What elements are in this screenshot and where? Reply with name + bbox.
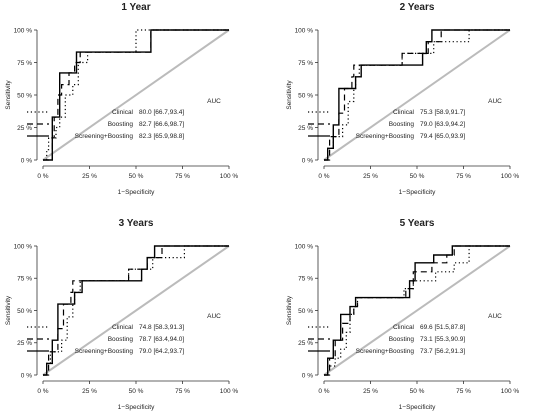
auc-header: AUC: [207, 98, 221, 105]
auc-value: 78.7 [63.4,94.0]: [139, 336, 184, 343]
y-tick-label: 0 %: [21, 372, 32, 379]
y-tick-label: 50 %: [298, 92, 313, 99]
auc-value: 79.0 [64.2,93.7]: [139, 348, 184, 355]
y-tick-label: 25 %: [17, 125, 32, 132]
legend-label: Boosting: [389, 121, 415, 128]
roc-panel: 1 Year 0 % 25 % 50 % 75 % 100 % 0 % 25 % 50 % 75 …: [5, 2, 238, 196]
panel-title: 3 Years: [119, 218, 154, 229]
roc-curve-dashed: [43, 29, 229, 161]
reference-diagonal: [323, 245, 511, 376]
auc-value: 74.8 [58.3,91.3]: [139, 324, 184, 331]
x-tick-label: 100 %: [501, 388, 520, 395]
x-tick-label: 50 %: [410, 388, 425, 395]
legend-label: Screening+Boosting: [356, 348, 415, 355]
roc-curve-dotted: [43, 29, 229, 161]
x-tick-label: 25 %: [82, 388, 97, 395]
x-axis-label: 1−Specificity: [118, 189, 155, 196]
x-tick-label: 25 %: [82, 173, 97, 180]
legend-label: Clinical: [112, 109, 134, 116]
x-tick-label: 75 %: [175, 173, 190, 180]
y-axis-label: Sensitivity: [5, 80, 12, 110]
legend-label: Boosting: [108, 121, 134, 128]
legend-label: Boosting: [108, 336, 134, 343]
auc-value: 79.0 [63.9,94.2]: [420, 121, 465, 128]
auc-value: 82.3 [65.9,98.8]: [139, 133, 184, 140]
x-tick-label: 25 %: [363, 388, 378, 395]
legend-label: Clinical: [393, 324, 415, 331]
x-tick-label: 0 %: [37, 173, 48, 180]
auc-value: 73.7 [56.2,91.3]: [420, 348, 465, 355]
roc-panel: 2 Years 0 % 25 % 50 % 75 % 100 % 0 % 25 % 50 % 75…: [286, 2, 519, 196]
x-tick-label: 75 %: [456, 388, 471, 395]
reference-diagonal: [42, 29, 230, 161]
x-tick-label: 50 %: [129, 388, 144, 395]
auc-value: 69.6 [51.5,87.8]: [420, 324, 465, 331]
y-tick-label: 0 %: [302, 372, 313, 379]
legend-label: Screening+Boosting: [75, 133, 134, 140]
x-axis-label: 1−Specificity: [118, 404, 155, 411]
auc-header: AUC: [207, 313, 221, 320]
y-tick-label: 75 %: [298, 276, 313, 283]
auc-header: AUC: [488, 313, 502, 320]
x-tick-label: 25 %: [363, 173, 378, 180]
auc-value: 73.1 [55.3,90.9]: [420, 336, 465, 343]
x-tick-label: 50 %: [129, 173, 144, 180]
reference-diagonal: [42, 245, 230, 376]
x-tick-label: 0 %: [318, 173, 329, 180]
roc-curve-solid: [43, 245, 229, 376]
x-axis-label: 1−Specificity: [399, 189, 436, 196]
roc-panel: 5 Years 0 % 25 % 50 % 75 % 100 % 0 % 25 % 50 % 75…: [286, 218, 519, 411]
auc-header: AUC: [488, 98, 502, 105]
roc-curve-dotted: [43, 245, 229, 376]
y-tick-label: 75 %: [298, 60, 313, 67]
roc-curve-solid: [324, 245, 510, 376]
y-tick-label: 25 %: [17, 340, 32, 347]
legend-label: Screening+Boosting: [356, 133, 415, 140]
y-tick-label: 0 %: [302, 157, 313, 164]
x-tick-label: 0 %: [318, 388, 329, 395]
y-tick-label: 25 %: [298, 340, 313, 347]
y-tick-label: 50 %: [17, 92, 32, 99]
legend-label: Clinical: [112, 324, 134, 331]
x-tick-label: 100 %: [501, 173, 520, 180]
y-tick-label: 100 %: [14, 27, 33, 34]
y-axis-label: Sensitivity: [5, 295, 12, 325]
roc-curve-solid: [324, 29, 510, 161]
roc-panel: 3 Years 0 % 25 % 50 % 75 % 100 % 0 % 25 % 50 % 75…: [5, 218, 238, 411]
roc-curve-solid: [43, 29, 229, 161]
auc-value: 79.4 [65.0,93.9]: [420, 133, 465, 140]
x-tick-label: 100 %: [220, 388, 239, 395]
x-tick-label: 75 %: [175, 388, 190, 395]
auc-value: 80.0 [66.7,93.4]: [139, 109, 184, 116]
x-tick-label: 0 %: [37, 388, 48, 395]
y-axis-label: Sensitivity: [286, 295, 293, 325]
y-tick-label: 100 %: [295, 243, 314, 250]
auc-value: 75.3 [58.9,91.7]: [420, 109, 465, 116]
panel-title: 5 Years: [400, 218, 435, 229]
roc-curve-dashed: [324, 245, 510, 376]
y-tick-label: 75 %: [17, 60, 32, 67]
y-tick-label: 50 %: [298, 308, 313, 315]
y-tick-label: 75 %: [17, 276, 32, 283]
x-tick-label: 75 %: [456, 173, 471, 180]
panel-title: 2 Years: [400, 2, 435, 13]
y-tick-label: 100 %: [295, 27, 314, 34]
x-tick-label: 50 %: [410, 173, 425, 180]
reference-diagonal: [323, 29, 511, 161]
auc-value: 82.7 [66.6,98.7]: [139, 121, 184, 128]
legend-label: Screening+Boosting: [75, 348, 134, 355]
legend-label: Boosting: [389, 336, 415, 343]
panel-title: 1 Year: [121, 2, 150, 13]
y-tick-label: 25 %: [298, 125, 313, 132]
x-tick-label: 100 %: [220, 173, 239, 180]
x-axis-label: 1−Specificity: [399, 404, 436, 411]
y-tick-label: 50 %: [17, 308, 32, 315]
legend-label: Clinical: [393, 109, 415, 116]
y-tick-label: 100 %: [14, 243, 33, 250]
y-tick-label: 0 %: [21, 157, 32, 164]
y-axis-label: Sensitivity: [286, 80, 293, 110]
